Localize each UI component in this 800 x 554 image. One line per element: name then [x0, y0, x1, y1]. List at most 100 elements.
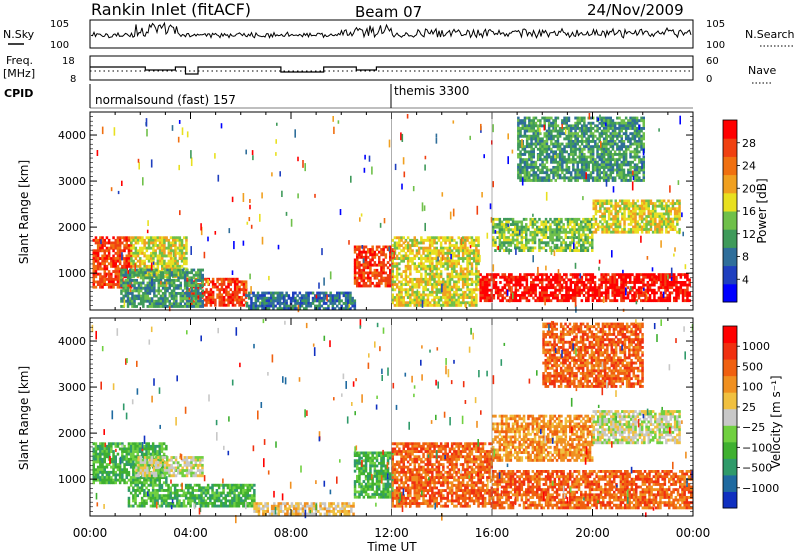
- y-tick-label: 1000: [58, 473, 86, 486]
- colorbar-swatch: [723, 441, 737, 459]
- y-tick-label: 2000: [58, 427, 86, 440]
- station-title: Rankin Inlet (fitACF): [91, 0, 251, 19]
- cpid-label: CPID: [4, 87, 33, 100]
- velocity-scatter: [91, 319, 694, 524]
- colorbar-tick-label: −500: [742, 462, 772, 475]
- colorbar-swatch: [723, 174, 737, 194]
- velocity-region-5: [391, 442, 493, 508]
- power-region-1: [130, 236, 188, 279]
- nsky-trace: [90, 21, 692, 39]
- velocity-region-8: [592, 410, 681, 445]
- colorbar-swatch: [723, 392, 737, 410]
- colorbar-swatch: [723, 229, 737, 248]
- colorbar-swatch: [723, 265, 737, 285]
- x-tick-label: 00:00: [676, 526, 711, 540]
- colorbar-tick-label: 8: [742, 251, 749, 264]
- cpid-mode-1: normalsound (fast) 157: [95, 93, 236, 107]
- colorbar-swatch: [723, 326, 737, 344]
- colorbar-tick-label: 16: [742, 205, 756, 218]
- x-tick-label: 08:00: [274, 526, 309, 540]
- y-tick-label: 3000: [58, 175, 86, 188]
- cpid-panel: CPID normalsound (fast) 157 themis 3300: [4, 84, 693, 109]
- colorbar-swatch: [723, 425, 737, 443]
- velocity-region-2: [127, 483, 256, 508]
- colorbar-tick-label: 100: [742, 381, 763, 394]
- x-tick-label: 20:00: [575, 526, 610, 540]
- y-tick-label: 3000: [58, 381, 86, 394]
- power-ylabel: Slant Range [km]: [17, 160, 31, 264]
- cpid-mode-2: themis 3300: [394, 84, 469, 98]
- colorbar-tick-label: 1000: [742, 340, 770, 353]
- colorbar-swatch: [723, 342, 737, 360]
- velocity-panel: 1000 2000 3000 4000 Slant Range [km] 1000 50…: [17, 317, 783, 524]
- colorbar-tick-label: 4: [742, 273, 749, 286]
- velocity-region-1: [135, 456, 204, 478]
- power-scatter: [96, 113, 687, 313]
- power-colorbar: 28 24 20 16 12 8 4: [722, 119, 756, 303]
- power-region-8: [492, 217, 594, 252]
- velocity-region-7: [492, 414, 594, 462]
- y-tick-label: 1000: [58, 267, 86, 280]
- power-panel: 1000 2000 3000 4000 Slant Range [km] 28 24 20…: [17, 111, 769, 313]
- nave-tick-top: 60: [706, 56, 719, 67]
- velocity-heatmap: [91, 319, 694, 524]
- y-tick-label: 4000: [58, 129, 86, 142]
- freq-tick-top: 18: [62, 56, 75, 67]
- colorbar-swatch: [723, 192, 737, 212]
- colorbar-tick-label: 24: [742, 160, 756, 173]
- colorbar-swatch: [723, 283, 737, 303]
- colorbar-tick-label: 20: [742, 182, 756, 195]
- colorbar-swatch: [723, 211, 737, 230]
- colorbar-tick-label: 28: [742, 137, 756, 150]
- colorbar-tick-label: 12: [742, 228, 756, 241]
- colorbar-tick-label: −1000: [742, 482, 779, 495]
- power-region-6: [391, 236, 480, 307]
- x-axis-label: Time UT: [366, 540, 417, 554]
- velocity-region-6: [492, 470, 693, 510]
- colorbar-tick-label: 500: [742, 360, 763, 373]
- nsearch-tick-top: 105: [706, 19, 725, 30]
- x-axis-ticks: 00:00 04:00 08:00 12:00 16:00 20:00 00:00: [73, 526, 711, 540]
- y-tick-label: 4000: [58, 335, 86, 348]
- x-tick-label: 04:00: [173, 526, 208, 540]
- power-region-7: [479, 273, 691, 303]
- freq-trace: [90, 66, 693, 75]
- nsearch-label: N.Search: [745, 28, 795, 41]
- velocity-ylabel: Slant Range [km]: [17, 366, 31, 470]
- date-title: 24/Nov/2009: [587, 1, 684, 19]
- colorbar-swatch: [723, 138, 737, 157]
- colorbar-swatch: [723, 359, 737, 377]
- colorbar-swatch: [723, 247, 737, 267]
- freq-tick-bottom: 8: [70, 74, 76, 85]
- velocity-colorbar-label: Velocity [m s⁻¹]: [769, 375, 783, 468]
- power-heatmap: [92, 113, 691, 313]
- nsky-tick-bottom: 100: [50, 40, 69, 51]
- power-region-5: [353, 245, 394, 288]
- x-tick-label: 12:00: [374, 526, 409, 540]
- nave-label: Nave: [748, 64, 776, 77]
- x-tick-label: 00:00: [73, 526, 108, 540]
- colorbar-swatch: [723, 408, 737, 426]
- beam-title: Beam 07: [355, 3, 422, 21]
- nsearch-tick-bottom: 100: [706, 40, 725, 51]
- nsky-label: N.Sky: [3, 28, 35, 41]
- freq-panel: Freq. [MHz] 18 8 60 0 Nave: [3, 54, 776, 85]
- colorbar-swatch: [723, 375, 737, 393]
- power-region-3: [120, 268, 204, 308]
- nave-tick-bottom: 0: [706, 74, 712, 85]
- velocity-colorbar: 1000 500 100 25 −25 −100 −500 −1000: [722, 325, 779, 509]
- colorbar-tick-label: −25: [742, 421, 765, 434]
- colorbar-swatch: [723, 458, 737, 476]
- colorbar-swatch: [723, 491, 737, 509]
- colorbar-swatch: [723, 474, 737, 492]
- nsky-panel: N.Sky 105 100 105 100 N.Search: [3, 19, 795, 51]
- x-tick-label: 16:00: [475, 526, 510, 540]
- freq-label-1: Freq.: [6, 54, 33, 67]
- power-region-9: [592, 199, 681, 234]
- colorbar-tick-label: −100: [742, 441, 772, 454]
- power-colorbar-label: Power [dB]: [755, 178, 769, 243]
- colorbar-swatch: [723, 156, 737, 176]
- y-tick-label: 2000: [58, 221, 86, 234]
- colorbar-swatch: [723, 120, 737, 139]
